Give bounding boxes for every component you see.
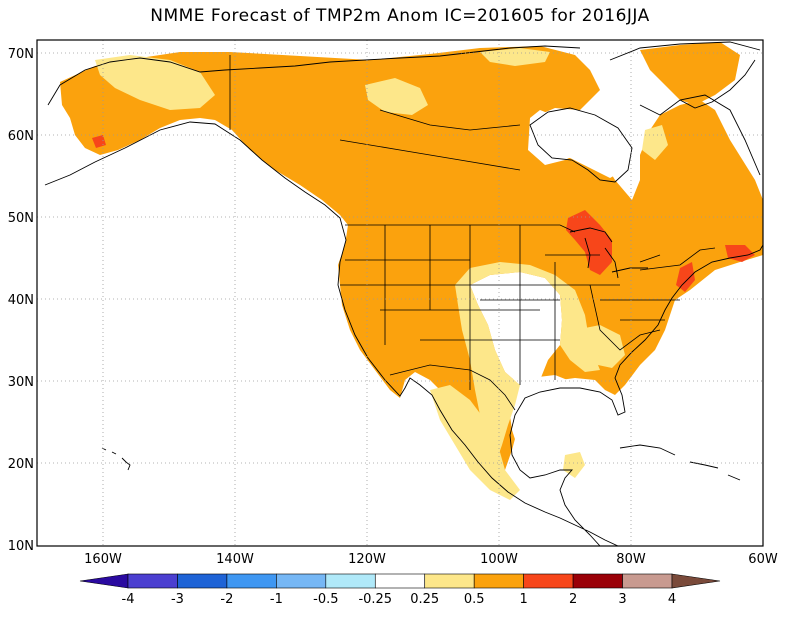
lat-label: 70N xyxy=(8,47,34,62)
anomaly-region-hudson-bay xyxy=(532,108,632,178)
colorbar-arrow-low xyxy=(79,573,129,589)
colorbar-swatch xyxy=(572,573,623,589)
colorbar-label: 0.25 xyxy=(410,592,439,607)
lat-label: 40N xyxy=(8,293,34,308)
colorbar-swatch xyxy=(127,573,178,589)
anomaly-region-weak-yucatan xyxy=(563,452,585,478)
colorbar-label: 2 xyxy=(569,592,577,607)
anomaly-region-weak-alaska xyxy=(95,55,215,110)
coastline-arctic xyxy=(47,41,761,176)
colorbar-swatch xyxy=(473,573,524,589)
lat-label: 30N xyxy=(8,375,34,390)
colorbar-label: 0.5 xyxy=(464,592,485,607)
coastline-greenland xyxy=(679,59,756,109)
graticule xyxy=(37,40,763,546)
colorbar-swatch xyxy=(276,573,327,589)
colorbar-swatch xyxy=(177,573,228,589)
colorbar: -4 -3 -2 -1 -0.5 -0.25 0.25 0.5 1 2 3 4 xyxy=(79,573,721,607)
colorbar-arrow-high xyxy=(671,573,721,589)
lat-label: 20N xyxy=(8,457,34,472)
colorbar-swatch xyxy=(523,573,574,589)
anomaly-region-greenland xyxy=(640,42,740,105)
anomaly-region-weak-yukon xyxy=(365,78,428,115)
colorbar-label: -0.25 xyxy=(358,592,392,607)
anomaly-region-weak-newfoundland xyxy=(642,125,668,160)
colorbar-swatch xyxy=(622,573,673,589)
lon-label: 60W xyxy=(748,552,778,567)
lon-label: 100W xyxy=(480,552,518,567)
colorbar-swatch xyxy=(374,573,426,589)
lat-label: 10N xyxy=(8,539,34,554)
lat-label: 60N xyxy=(8,129,34,144)
colorbar-label: 1 xyxy=(519,592,527,607)
political-boundaries xyxy=(229,55,716,411)
lon-label: 120W xyxy=(348,552,386,567)
anomaly-region-weak-mexico xyxy=(430,385,520,500)
colorbar-label: 3 xyxy=(618,592,626,607)
lon-label: 140W xyxy=(216,552,254,567)
lon-label: 80W xyxy=(616,552,646,567)
colorbar-swatch xyxy=(424,573,475,589)
anomaly-region-weak-southeast xyxy=(575,325,625,368)
coastline-hudson-bay xyxy=(529,107,633,183)
colorbar-label: -1 xyxy=(270,592,283,607)
anomaly-region-weak-plains xyxy=(455,262,600,465)
anomaly-region-gulf xyxy=(505,375,610,465)
colorbar-label: -3 xyxy=(171,592,184,607)
colorbar-swatch xyxy=(226,573,277,589)
map-title: NMME Forecast of TMP2m Anom IC=201605 fo… xyxy=(150,6,650,26)
colorbar-label: -0.5 xyxy=(313,592,338,607)
anomaly-region-strong-alaska xyxy=(92,135,106,148)
lat-label: 50N xyxy=(8,211,34,226)
plot-frame xyxy=(36,39,764,547)
anomaly-region-strong-great-lakes xyxy=(566,210,612,275)
colorbar-label: -4 xyxy=(122,592,135,607)
anomaly-region-baffin xyxy=(600,52,640,95)
colorbar-label: -2 xyxy=(220,592,233,607)
anomaly-region-weak-arctic xyxy=(480,48,550,66)
colorbar-swatch xyxy=(325,573,376,589)
anomaly-region-strong-northeast xyxy=(676,262,695,292)
lon-label: 160W xyxy=(84,552,122,567)
coastline-caribbean xyxy=(619,444,741,481)
coastline-north-america xyxy=(44,121,763,546)
colorbar-label: 4 xyxy=(668,592,676,607)
